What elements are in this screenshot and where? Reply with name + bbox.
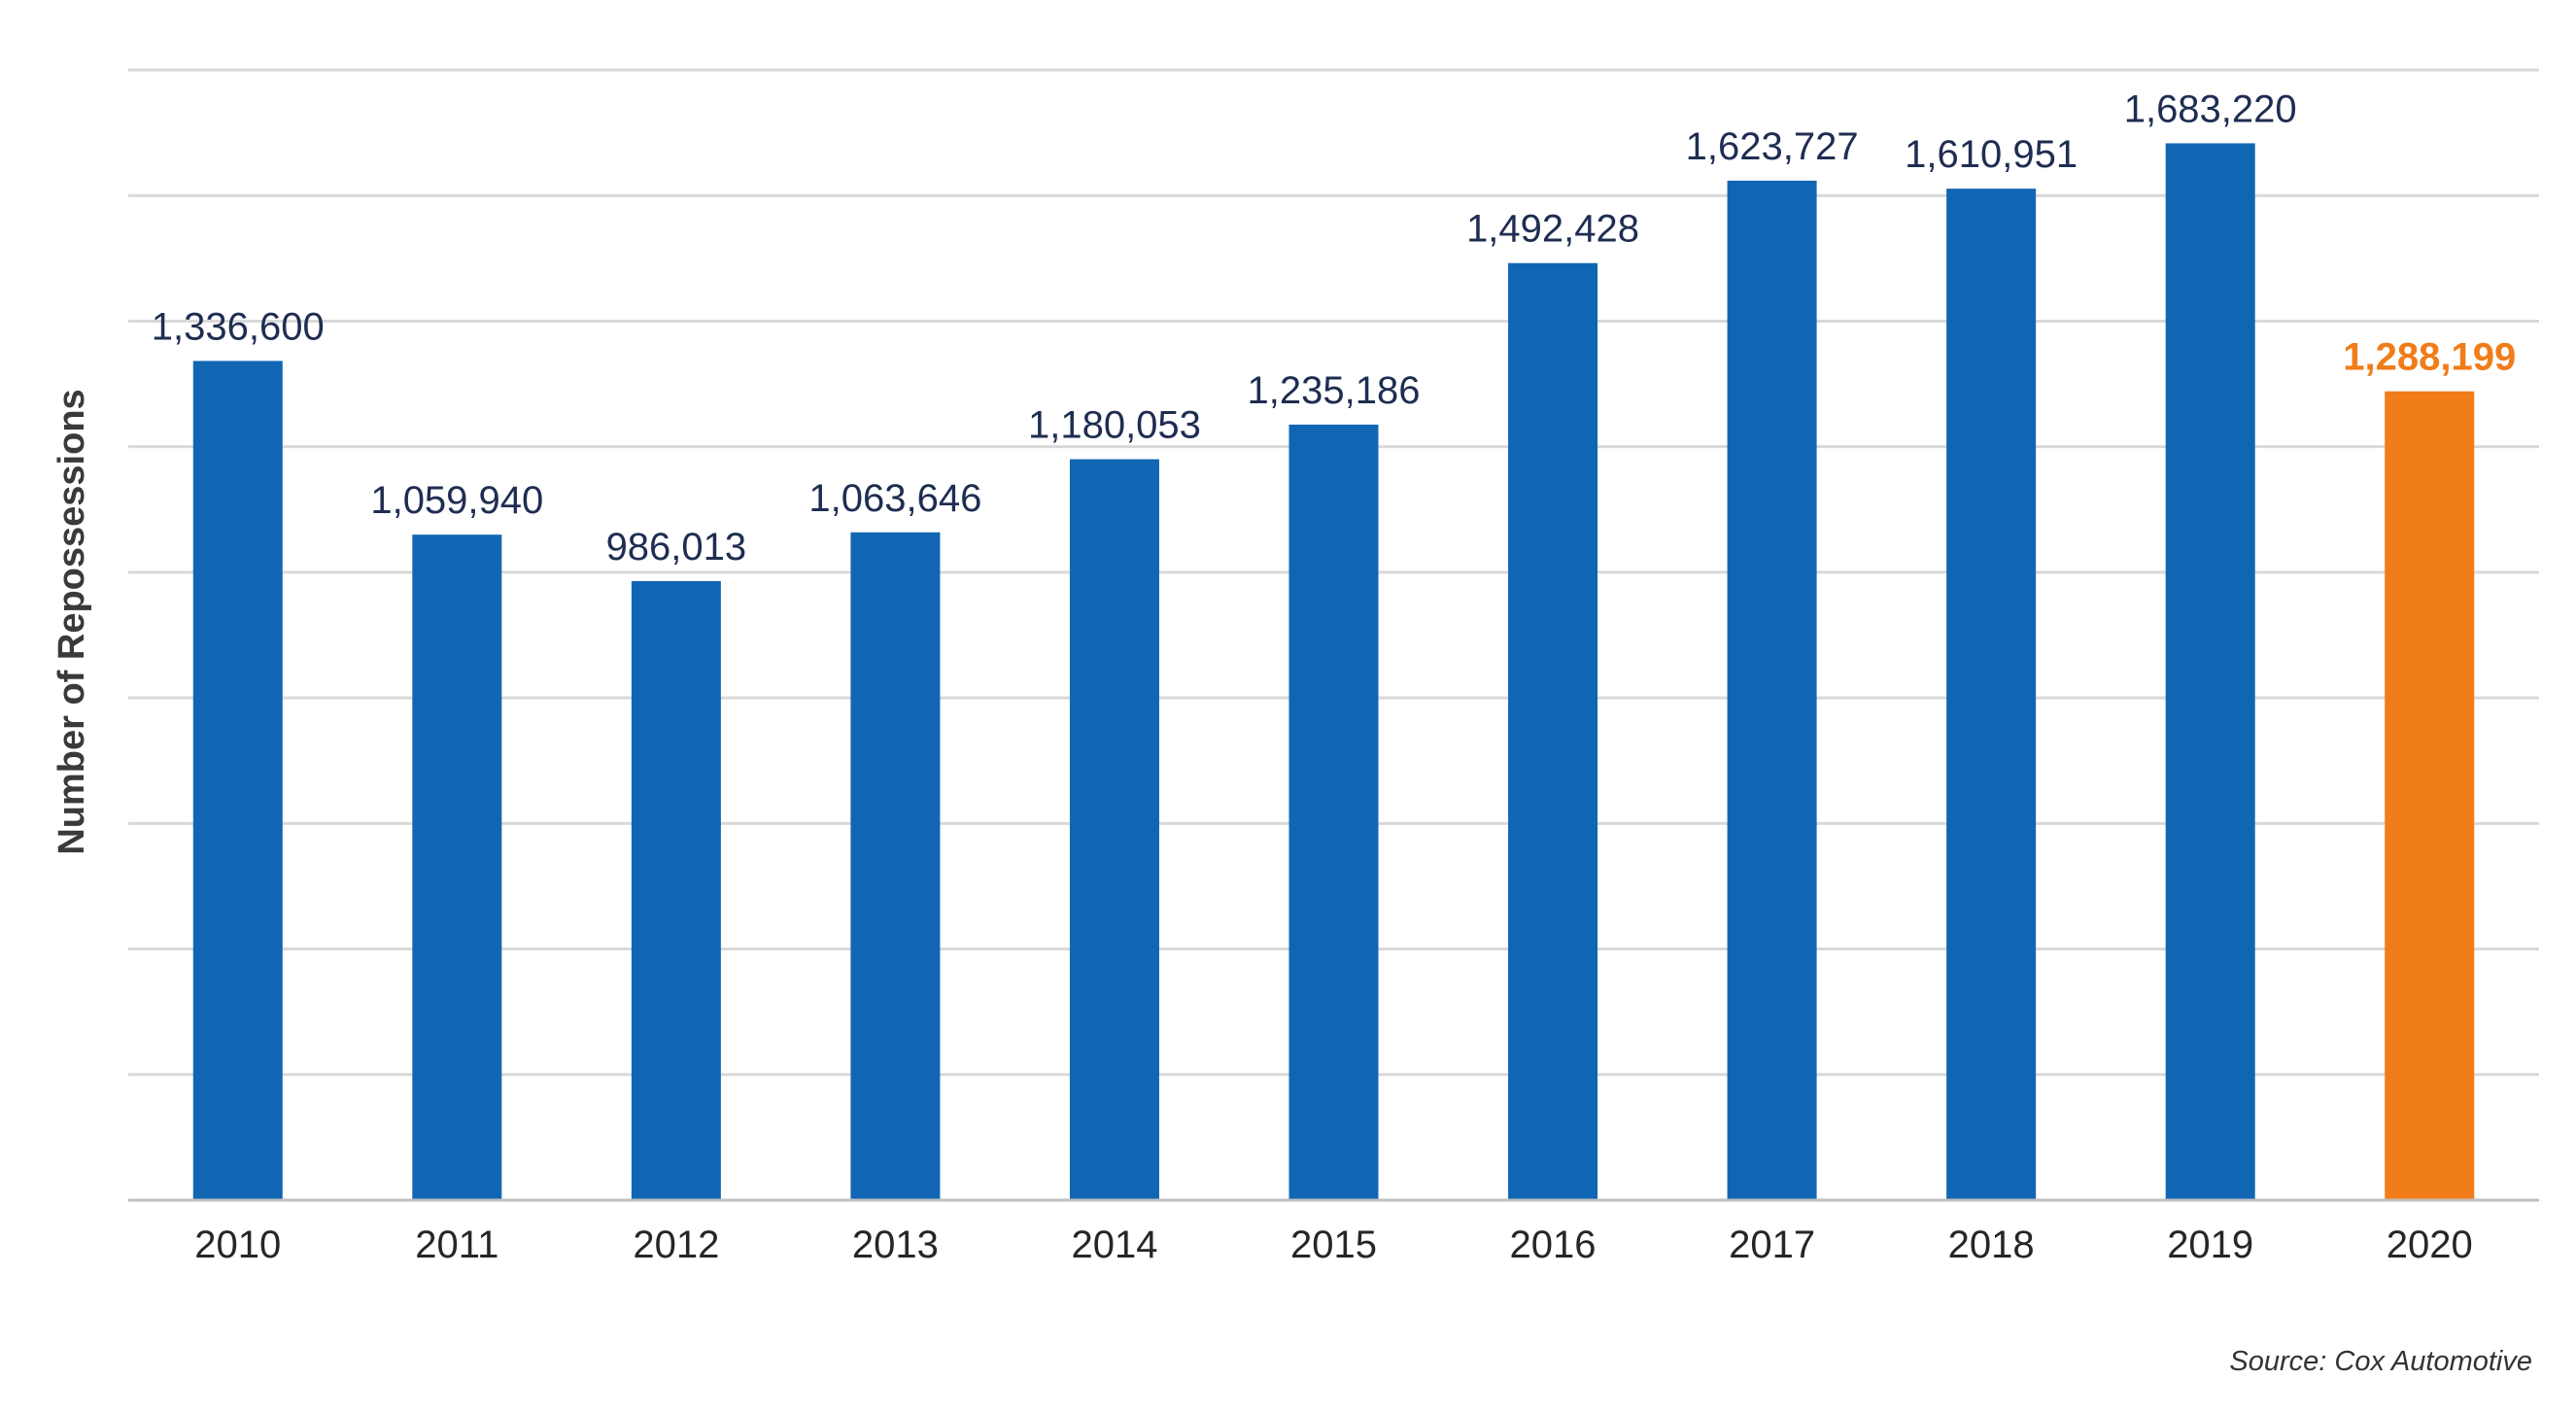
x-tick-2013: 2013 [852,1223,939,1266]
x-tick-2018: 2018 [1948,1223,2035,1266]
x-tick-2014: 2014 [1071,1223,1157,1266]
data-label-2010: 1,336,600 [152,305,325,348]
data-label-2016: 1,492,428 [1466,208,1639,251]
x-tick-2015: 2015 [1290,1223,1377,1266]
bar-2017 [1727,180,1817,1200]
x-tick-2012: 2012 [633,1223,719,1266]
bar-2010 [192,361,283,1200]
bar-2020 [2385,391,2475,1200]
x-axis-ticks: 2010 2011 2012 2013 2014 2015 2016 2017 2018 2019… [194,1223,2472,1266]
bar-2015 [1288,424,1379,1200]
bar-2018 [1946,189,2037,1201]
data-labels: 1,336,600 1,059,940 986,013 1,063,646 1,180,… [152,87,2516,568]
x-tick-2010: 2010 [194,1223,281,1266]
x-tick-2017: 2017 [1729,1223,1815,1266]
bar-2012 [631,580,721,1200]
x-tick-2011: 2011 [415,1223,498,1266]
data-label-2019: 1,683,220 [2124,87,2297,130]
data-label-2017: 1,623,727 [1686,125,1859,168]
data-label-2014: 1,180,053 [1028,404,1201,447]
bar-2014 [1069,459,1159,1200]
data-label-2011: 1,059,940 [370,479,543,522]
data-label-2013: 1,063,646 [808,477,981,520]
data-label-2018: 1,610,951 [1905,133,2078,176]
bar-2011 [412,534,502,1200]
x-tick-2020: 2020 [2387,1223,2473,1266]
data-label-2015: 1,235,186 [1248,369,1421,412]
data-label-2012: 986,013 [606,526,747,569]
x-tick-2016: 2016 [1510,1223,1597,1266]
bar-2013 [850,532,941,1200]
y-axis-label: Number of Repossessions [52,389,92,854]
data-label-2020: 1,288,199 [2343,336,2516,379]
x-tick-2019: 2019 [2167,1223,2253,1266]
bar-2016 [1508,262,1598,1200]
bars [192,143,2475,1201]
bar-2019 [2165,143,2255,1200]
source-note: Source: Cox Automotive [2229,1346,2532,1377]
